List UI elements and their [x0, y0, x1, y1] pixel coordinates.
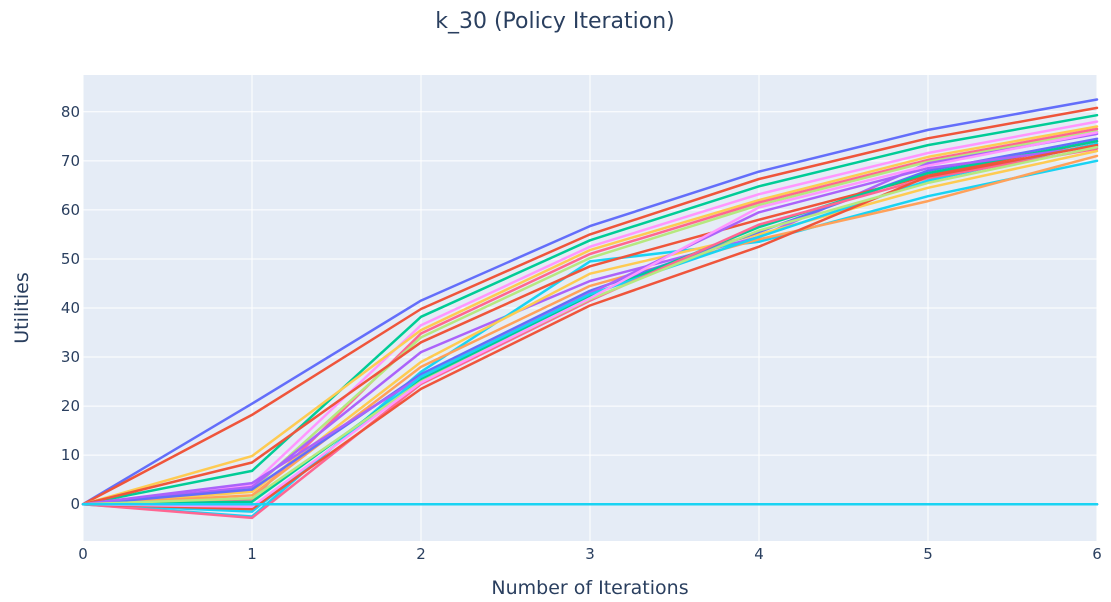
- series-line-1: [81, 98, 1099, 506]
- x-tick-label: 3: [585, 545, 595, 563]
- series-line-14: [81, 139, 1099, 506]
- x-tick-label: 5: [923, 545, 933, 563]
- x-axis-ticks: 0 1 2 3 4 5 6: [78, 545, 1102, 563]
- series-line-13: [81, 137, 1099, 506]
- x-tick-label: 1: [247, 545, 257, 563]
- series-line-20: [81, 131, 1099, 508]
- x-tick-label: 6: [1092, 545, 1102, 563]
- series-line-2: [81, 106, 1099, 506]
- x-tick-label: 0: [78, 545, 88, 563]
- x-axis-title: Number of Iterations: [491, 577, 688, 599]
- series-line-5: [81, 125, 1099, 506]
- y-tick-label: 60: [61, 201, 80, 219]
- y-tick-label: 70: [61, 152, 80, 170]
- y-tick-label: 80: [61, 103, 80, 121]
- x-tick-label: 2: [416, 545, 426, 563]
- series-line-3: [81, 113, 1099, 506]
- series-line-11: [81, 149, 1099, 506]
- series-line-17: [81, 147, 1099, 520]
- y-tick-label: 20: [61, 397, 80, 415]
- series-line-8: [81, 132, 1099, 506]
- chart-title: k_30 (Policy Iteration): [435, 9, 675, 34]
- y-tick-label: 10: [61, 446, 80, 464]
- series-line-16: [81, 142, 1099, 513]
- series-line-18: [81, 143, 1099, 511]
- y-axis-title: Utilities: [11, 272, 33, 344]
- y-tick-label: 30: [61, 348, 80, 366]
- x-tick-label: 4: [754, 545, 764, 563]
- y-tick-label: 0: [70, 495, 80, 513]
- y-axis-ticks: 0 10 20 30 40 50 60 70 80: [61, 103, 80, 513]
- series-line-12: [81, 154, 1099, 506]
- y-tick-label: 40: [61, 299, 80, 317]
- series-lines: [81, 98, 1099, 520]
- series-line-4: [81, 120, 1099, 506]
- y-tick-label: 50: [61, 250, 80, 268]
